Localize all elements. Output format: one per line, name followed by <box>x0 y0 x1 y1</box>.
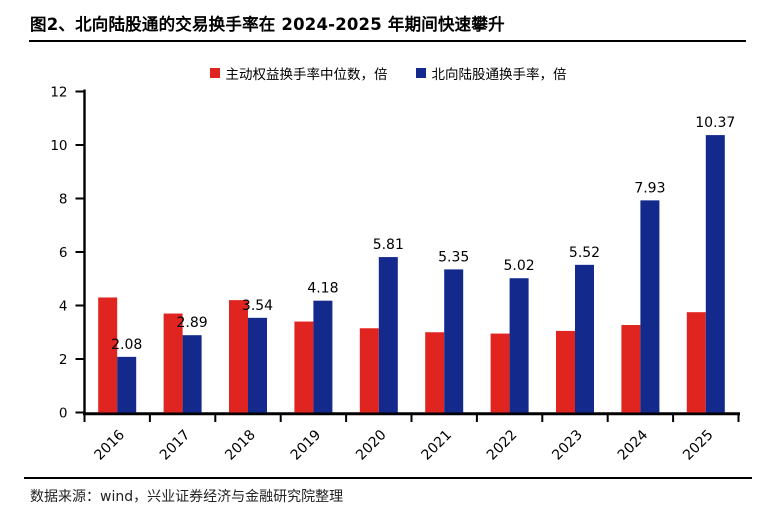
x-axis-label-2019: 2019 <box>288 427 325 464</box>
bar-blue-2022 <box>509 278 529 413</box>
x-axis-label-2021: 2021 <box>419 427 456 464</box>
data-label-2016: 2.08 <box>111 337 142 353</box>
x-axis-label-2024: 2024 <box>615 427 652 464</box>
y-axis-tick-label: 6 <box>59 245 68 261</box>
bar-blue-2025 <box>705 135 725 413</box>
bar-red-2016 <box>98 297 118 413</box>
data-label-2019: 4.18 <box>307 281 338 297</box>
data-label-2023: 5.52 <box>569 245 600 261</box>
y-axis-tick-label: 12 <box>50 85 67 101</box>
y-axis-tick-label: 8 <box>59 192 68 208</box>
bar-red-2021 <box>425 332 445 413</box>
y-axis-tick-label: 4 <box>59 299 68 315</box>
legend-swatch-blue <box>415 68 426 78</box>
data-label-2020: 5.81 <box>373 237 404 253</box>
bar-blue-2024 <box>640 200 660 413</box>
data-label-2022: 5.02 <box>504 258 535 274</box>
bar-blue-2021 <box>444 269 464 413</box>
bar-blue-2020 <box>378 257 398 413</box>
y-axis-tick-label: 0 <box>59 406 68 422</box>
x-axis-label-2016: 2016 <box>92 427 129 464</box>
data-label-2024: 7.93 <box>634 180 665 196</box>
data-label-2017: 2.89 <box>177 315 208 331</box>
title-divider <box>29 40 746 42</box>
bar-blue-2018 <box>248 317 267 413</box>
x-axis-label-2025: 2025 <box>680 427 717 464</box>
data-label-2025: 10.37 <box>695 115 735 131</box>
bar-blue-2017 <box>182 335 202 413</box>
legend-label-active-equity: 主动权益换手率中位数，倍 <box>225 67 388 83</box>
bar-red-2024 <box>621 325 641 413</box>
footer-divider <box>24 477 752 479</box>
bar-blue-2016 <box>117 356 137 413</box>
bar-red-2019 <box>294 321 314 413</box>
bar-red-2022 <box>490 333 510 413</box>
x-axis-label-2020: 2020 <box>353 427 390 464</box>
legend-item-active-equity: 主动权益换手率中位数，倍 <box>209 63 388 83</box>
legend-item-northbound: 北向陆股通换手率，倍 <box>415 63 567 83</box>
bar-red-2025 <box>686 312 706 413</box>
bar-red-2017 <box>163 313 183 413</box>
bar-blue-2019 <box>313 300 333 413</box>
data-label-2021: 5.35 <box>438 249 469 265</box>
bar-red-2020 <box>359 328 379 413</box>
x-axis-label-2023: 2023 <box>549 427 586 464</box>
bar-red-2023 <box>556 330 575 413</box>
y-axis-tick-label: 2 <box>59 352 68 368</box>
data-label-2018: 3.54 <box>242 298 273 314</box>
legend-swatch-red <box>209 68 220 78</box>
data-source-note: 数据来源：wind，兴业证券经济与金融研究院整理 <box>30 489 344 505</box>
bar-red-2018 <box>229 300 248 413</box>
bar-blue-2023 <box>575 264 594 413</box>
x-axis-label-2017: 2017 <box>157 427 194 464</box>
chart-legend: 主动权益换手率中位数，倍 北向陆股通换手率，倍 <box>0 63 776 83</box>
figure-title: 图2、北向陆股通的交易换手率在 2024-2025 年期间快速攀升 <box>30 15 505 34</box>
legend-label-northbound: 北向陆股通换手率，倍 <box>431 67 567 83</box>
x-axis-label-2018: 2018 <box>222 427 259 464</box>
y-axis-tick-label: 10 <box>50 138 67 154</box>
x-axis-label-2022: 2022 <box>484 427 521 464</box>
